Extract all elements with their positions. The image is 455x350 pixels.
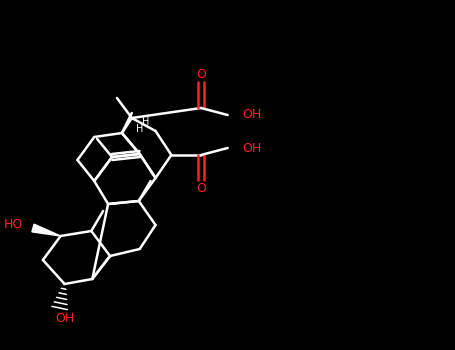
Polygon shape <box>32 224 61 236</box>
Text: O: O <box>196 182 206 195</box>
Text: O: O <box>196 68 206 80</box>
Text: H: H <box>136 124 143 134</box>
Text: OH: OH <box>55 312 74 324</box>
Text: HO: HO <box>4 218 23 231</box>
Text: H: H <box>142 117 149 127</box>
Text: OH: OH <box>243 108 262 121</box>
Text: OH: OH <box>243 141 262 154</box>
